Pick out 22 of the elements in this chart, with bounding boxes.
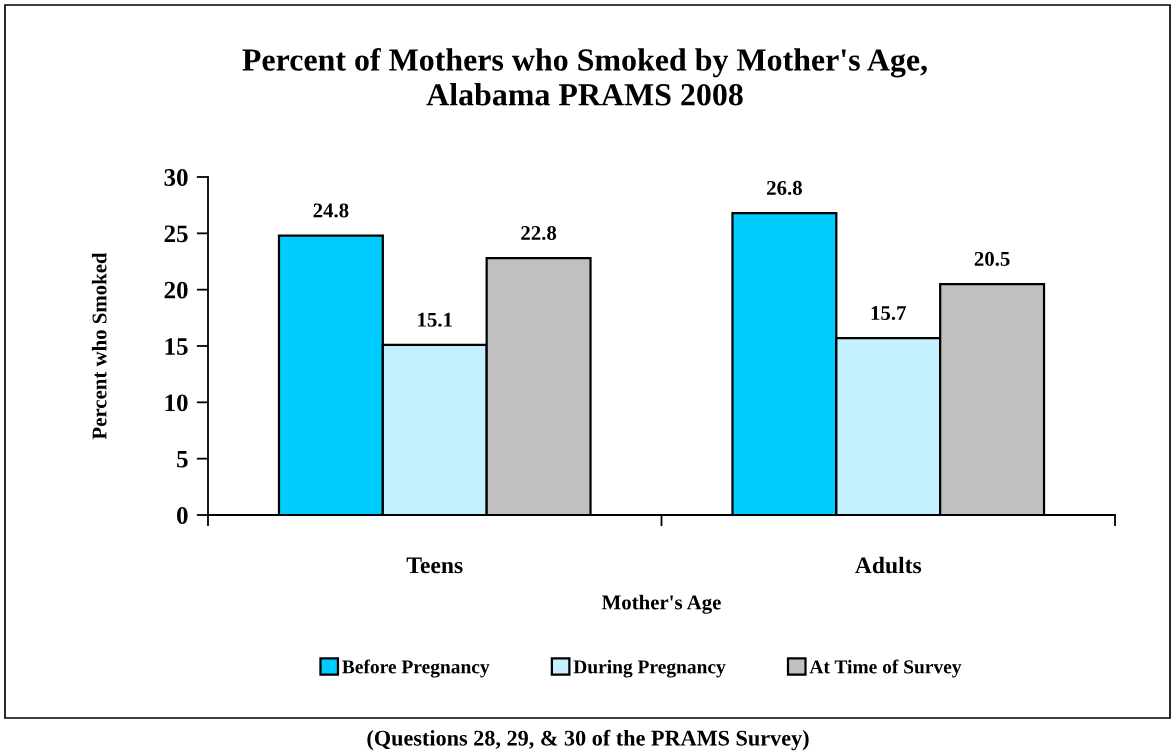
legend-label: At Time of Survey — [809, 659, 962, 678]
chart-title: Percent of Mothers who Smoked by Mother's Age, Alabama PRAMS 2008 — [242, 47, 927, 106]
data-label: 22.8 — [521, 225, 557, 241]
y-tick-label: 0 — [177, 507, 188, 524]
data-label: 15.1 — [418, 312, 452, 327]
y-tick-label: 15 — [165, 338, 188, 355]
y-tick-label: 20 — [164, 281, 188, 299]
x-tick-label: Teens — [406, 557, 463, 574]
x-tick-label: Adults — [855, 556, 922, 574]
data-label: 26.8 — [767, 180, 802, 196]
y-tick-label: 30 — [164, 169, 188, 186]
y-tick-label: 5 — [177, 450, 188, 468]
y-tick-label: 10 — [165, 394, 188, 412]
y-axis-title: Percent who Smoked — [91, 252, 107, 440]
data-label: 20.5 — [974, 251, 1010, 266]
data-label: 24.8 — [313, 203, 349, 218]
y-tick-label: 25 — [164, 225, 188, 243]
legend-label: Before Pregnancy — [342, 659, 490, 678]
text: (Questions 28, 29, & 30 of the PRAMS Survey) — [367, 729, 809, 751]
x-axis-title: Mother's Age — [601, 594, 721, 614]
legend-label: During Pregnancy — [573, 659, 726, 678]
data-label: 15.7 — [871, 306, 906, 321]
